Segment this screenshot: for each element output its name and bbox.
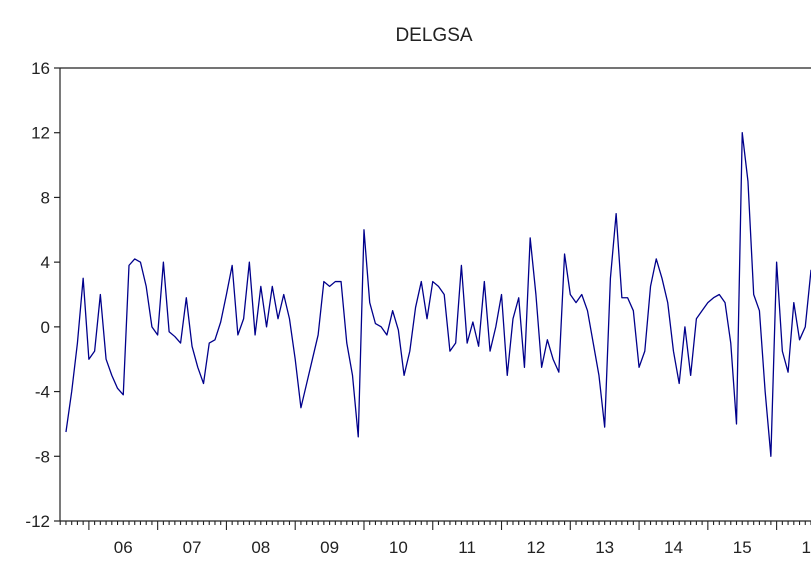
y-axis: 16 12 8 4 0 -4 -8 -12 <box>25 59 60 531</box>
x-tick-label: 11 <box>458 538 476 557</box>
y-tick-label: -12 <box>25 512 50 531</box>
y-tick-label: 8 <box>41 188 50 207</box>
x-tick-label: 10 <box>389 538 408 557</box>
x-tick-label: 14 <box>664 538 683 557</box>
x-axis: 06 07 08 09 10 11 12 13 14 15 16 <box>59 521 811 557</box>
x-tick-label: 08 <box>251 538 270 557</box>
x-tick-label: 16 <box>802 538 811 557</box>
y-tick-label: 4 <box>41 253 50 272</box>
series-layer <box>65 132 811 457</box>
y-tick-label: -8 <box>35 447 50 466</box>
y-tick-label: 0 <box>41 318 50 337</box>
plot-frame <box>59 67 811 522</box>
series-line <box>65 132 811 457</box>
y-tick-label: 16 <box>31 59 50 78</box>
x-tick-label: 12 <box>526 538 545 557</box>
x-tick-label: 09 <box>320 538 339 557</box>
x-tick-label: 07 <box>183 538 202 557</box>
y-tick-label: -4 <box>35 383 50 402</box>
x-tick-label: 06 <box>114 538 133 557</box>
chart-title: DELGSA <box>395 25 472 46</box>
x-tick-label: 13 <box>595 538 614 557</box>
x-tick-label: 15 <box>733 538 752 557</box>
y-tick-label: 12 <box>31 124 50 143</box>
